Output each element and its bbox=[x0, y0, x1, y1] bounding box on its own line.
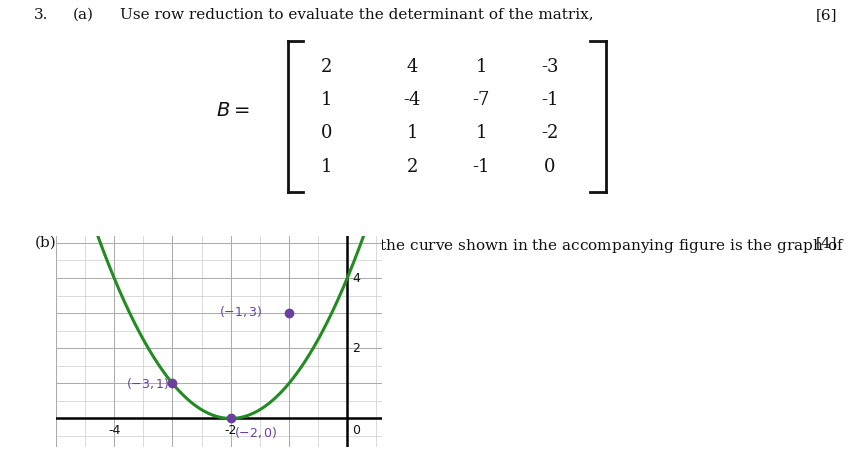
Text: -3: -3 bbox=[541, 58, 558, 76]
Text: 4: 4 bbox=[406, 58, 418, 76]
Text: 0: 0 bbox=[544, 158, 556, 176]
Text: -4: -4 bbox=[404, 91, 421, 109]
Text: 1: 1 bbox=[320, 91, 332, 109]
Text: -4: -4 bbox=[108, 424, 120, 437]
Text: $(-1, 3)$: $(-1, 3)$ bbox=[219, 304, 263, 319]
Text: $B =$: $B =$ bbox=[216, 101, 249, 120]
Text: 1: 1 bbox=[406, 125, 418, 142]
Text: 2: 2 bbox=[406, 158, 418, 176]
Text: [6]: [6] bbox=[816, 8, 838, 22]
Text: Find the coefficients $a$, $b$, and $c$ so that the curve shown in the accompany: Find the coefficients $a$, $b$, and $c$ … bbox=[73, 236, 845, 255]
Text: -1: -1 bbox=[472, 158, 490, 176]
Text: 1: 1 bbox=[475, 58, 487, 76]
Text: 3.: 3. bbox=[34, 8, 49, 22]
Text: 2: 2 bbox=[352, 342, 360, 355]
Text: [4]: [4] bbox=[816, 236, 838, 250]
Text: -2: -2 bbox=[224, 424, 237, 437]
Text: Use row reduction to evaluate the determinant of the matrix,: Use row reduction to evaluate the determ… bbox=[120, 8, 594, 22]
Text: $(-2, 0)$: $(-2, 0)$ bbox=[234, 425, 277, 440]
Text: -7: -7 bbox=[472, 91, 490, 109]
Text: $(-3, 1)$: $(-3, 1)$ bbox=[126, 376, 169, 391]
Text: 4: 4 bbox=[352, 272, 360, 284]
Text: 0: 0 bbox=[320, 125, 332, 142]
Text: 2: 2 bbox=[320, 58, 332, 76]
Text: the equation $y = ax^2 + bx + c$.: the equation $y = ax^2 + bx + c$. bbox=[73, 287, 300, 309]
Text: (a): (a) bbox=[73, 8, 94, 22]
Text: -2: -2 bbox=[541, 125, 558, 142]
Text: 1: 1 bbox=[320, 158, 332, 176]
Text: 1: 1 bbox=[475, 125, 487, 142]
Text: 0: 0 bbox=[352, 424, 360, 437]
Text: -1: -1 bbox=[541, 91, 558, 109]
Text: (b): (b) bbox=[34, 236, 56, 250]
